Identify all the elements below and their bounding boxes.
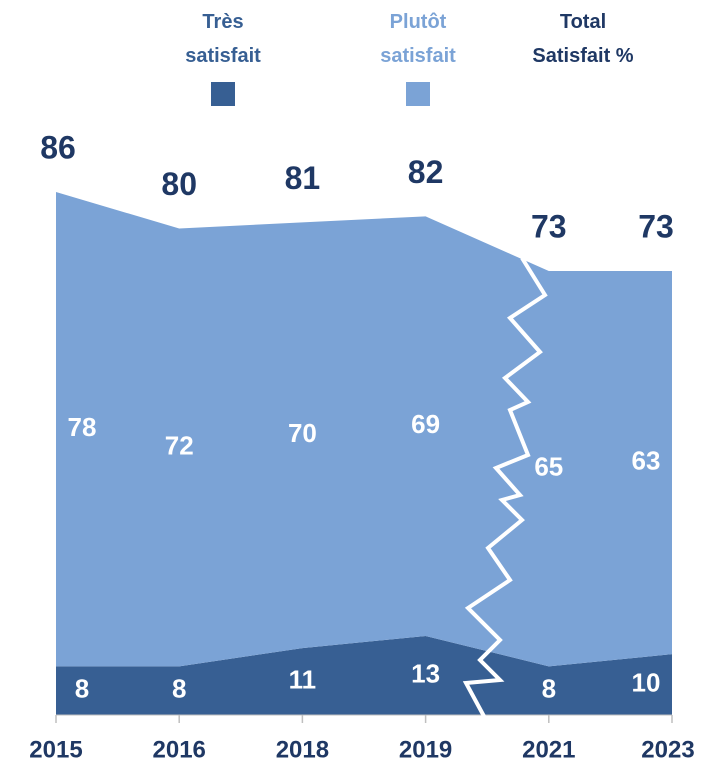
data-label: 8 <box>172 674 186 704</box>
legend-swatch <box>406 82 430 106</box>
data-label: 8 <box>542 674 556 704</box>
total-label: 80 <box>161 166 197 202</box>
total-label: 81 <box>285 160 321 196</box>
data-label: 65 <box>534 452 563 482</box>
data-label: 72 <box>165 430 194 460</box>
data-label: 70 <box>288 418 317 448</box>
x-tick-label: 2016 <box>153 736 206 763</box>
x-tick-label: 2015 <box>29 736 82 763</box>
data-label: 63 <box>632 445 661 475</box>
total-label: 73 <box>638 209 674 245</box>
x-tick-label: 2023 <box>641 736 694 763</box>
data-label: 69 <box>411 409 440 439</box>
area <box>56 635 672 715</box>
data-label: 11 <box>289 664 317 694</box>
area <box>56 192 672 667</box>
data-label: 13 <box>411 658 440 688</box>
legend-label: Plutôt satisfait <box>380 11 456 67</box>
data-label: 8 <box>75 674 89 704</box>
total-label: 82 <box>408 154 444 190</box>
legend-label: Très satisfait <box>185 11 261 67</box>
axis-break <box>462 256 548 721</box>
x-tick-label: 2019 <box>399 736 452 763</box>
x-tick-label: 2018 <box>276 736 329 763</box>
totals-title: Total Satisfait % <box>532 11 634 67</box>
data-label: 10 <box>632 667 661 697</box>
data-label: 78 <box>68 412 97 442</box>
total-label: 73 <box>531 209 567 245</box>
legend-swatch <box>211 82 235 106</box>
x-tick-label: 2021 <box>522 736 575 763</box>
total-label: 86 <box>40 129 76 165</box>
